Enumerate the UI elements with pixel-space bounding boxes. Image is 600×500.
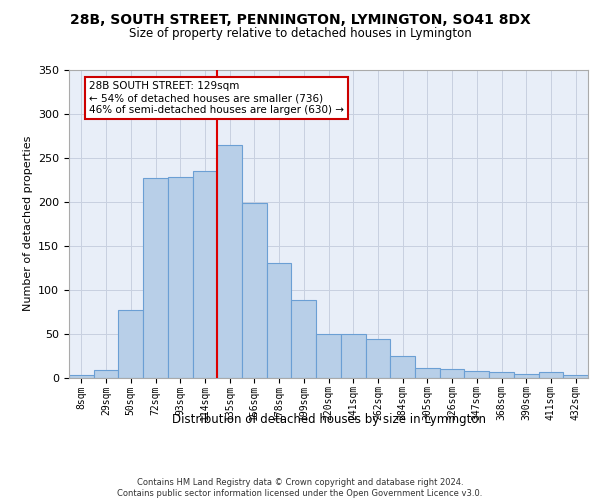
Y-axis label: Number of detached properties: Number of detached properties [23,136,32,312]
Bar [292,300,316,378]
Text: Size of property relative to detached houses in Lymington: Size of property relative to detached ho… [128,28,472,40]
Bar [415,368,440,378]
Bar [242,202,267,378]
Bar [489,372,514,378]
Bar [365,339,390,378]
Bar [69,375,94,378]
Bar [316,334,341,378]
Text: 28B SOUTH STREET: 129sqm
← 54% of detached houses are smaller (736)
46% of semi-: 28B SOUTH STREET: 129sqm ← 54% of detach… [89,82,344,114]
Bar [464,372,489,378]
Bar [440,368,464,378]
Bar [118,310,143,378]
Text: Distribution of detached houses by size in Lymington: Distribution of detached houses by size … [172,412,486,426]
Text: 28B, SOUTH STREET, PENNINGTON, LYMINGTON, SO41 8DX: 28B, SOUTH STREET, PENNINGTON, LYMINGTON… [70,12,530,26]
Bar [267,264,292,378]
Bar [514,374,539,378]
Bar [563,375,588,378]
Bar [193,171,217,378]
Bar [143,178,168,378]
Bar [217,144,242,378]
Bar [539,372,563,378]
Bar [94,370,118,378]
Bar [168,177,193,378]
Text: Contains HM Land Registry data © Crown copyright and database right 2024.
Contai: Contains HM Land Registry data © Crown c… [118,478,482,498]
Bar [341,334,365,378]
Bar [390,356,415,378]
